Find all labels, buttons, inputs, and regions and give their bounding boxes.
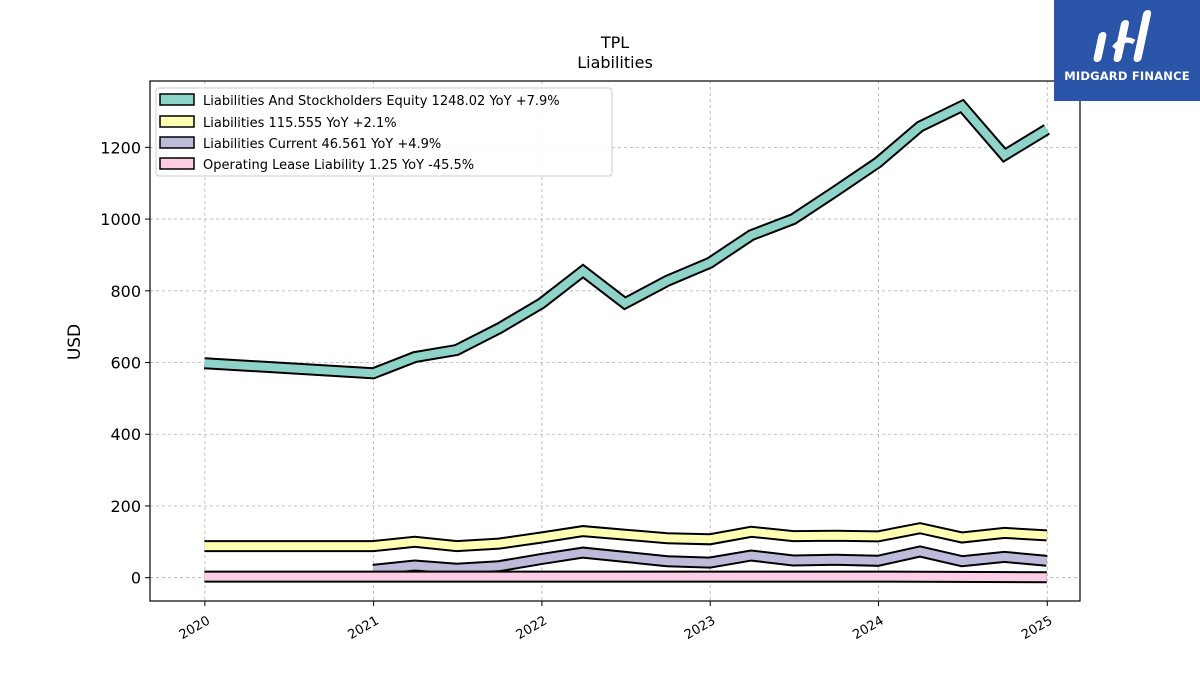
- x-tick-label: 2020: [177, 613, 213, 643]
- x-tick-label: 2022: [514, 613, 550, 643]
- midgard-logo-icon: [1093, 10, 1152, 62]
- legend-label-equity: Liabilities And Stockholders Equity 1248…: [203, 94, 560, 109]
- x-tick-label: 2023: [682, 613, 718, 643]
- x-tick-label: 2021: [345, 613, 381, 643]
- chart-title: TPL: [600, 33, 629, 52]
- legend-label-liabilities: Liabilities 115.555 YoY +2.1%: [203, 116, 397, 131]
- legend-swatch-liabilities: [159, 115, 195, 128]
- y-tick-label: 0: [131, 569, 141, 588]
- brand-name: MIDGARD FINANCE: [1064, 69, 1190, 83]
- series-line: [204, 101, 1049, 378]
- series-equity: [204, 98, 1050, 380]
- series-layer: [204, 98, 1050, 584]
- plot-frame: [149, 80, 1081, 602]
- legend: Liabilities And Stockholders Equity 1248…: [155, 87, 613, 177]
- x-tick-label: 2025: [1019, 613, 1055, 643]
- y-tick-label: 600: [110, 354, 141, 373]
- legend-label-lease: Operating Lease Liability 1.25 YoY -45.5…: [203, 158, 474, 173]
- series-line: [204, 524, 1048, 551]
- axis-ticks: 0 200 400 600 800 1000 1200 2020 2021 2022 2023 202…: [100, 138, 1055, 643]
- series-line: [372, 547, 1048, 574]
- y-tick-label: 200: [110, 497, 141, 516]
- y-axis-label: USD: [65, 324, 85, 360]
- chart-subtitle: Liabilities: [577, 53, 653, 72]
- series-current: [372, 545, 1048, 576]
- legend-swatch-current: [159, 136, 195, 149]
- brand-logo: MIDGARD FINANCE: [1054, 0, 1200, 101]
- legend-swatch-equity: [159, 93, 195, 106]
- legend-swatch-lease: [159, 157, 195, 170]
- y-tick-label: 800: [110, 282, 141, 301]
- legend-label-current: Liabilities Current 46.561 YoY +4.9%: [203, 137, 441, 152]
- series-liabilities: [204, 522, 1048, 553]
- y-tick-label: 400: [110, 425, 141, 444]
- x-tick-label: 2024: [850, 613, 886, 643]
- legend-box: [155, 87, 613, 177]
- y-tick-label: 1200: [100, 138, 141, 157]
- y-tick-label: 1000: [100, 210, 141, 229]
- series-line: [204, 572, 1047, 582]
- grid: [150, 81, 1080, 601]
- series-lease: [204, 570, 1047, 584]
